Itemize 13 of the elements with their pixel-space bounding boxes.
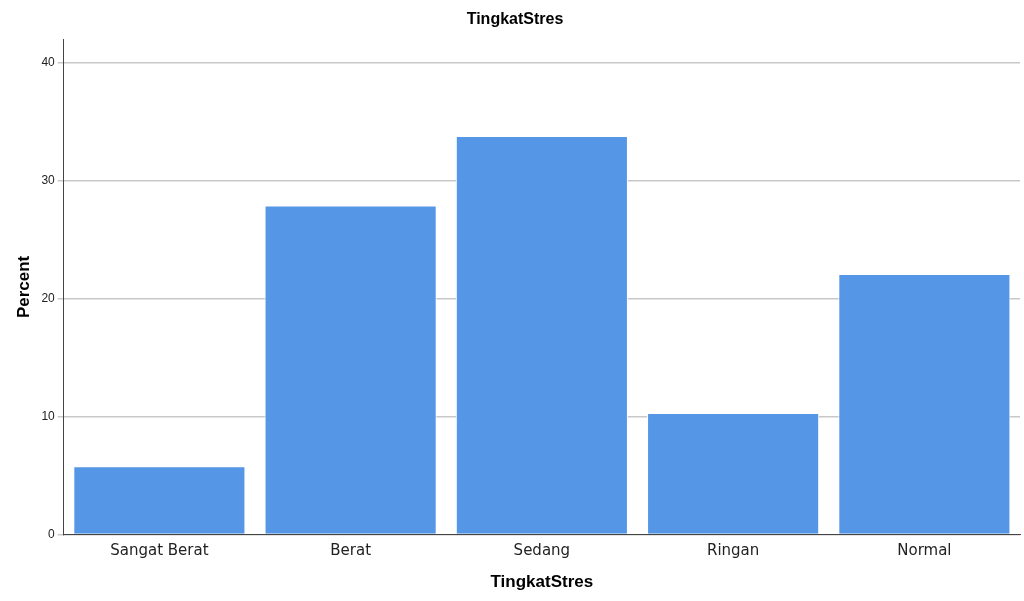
y-tick-label: 20 xyxy=(41,291,56,306)
x-tick-label: Normal xyxy=(897,541,952,560)
y-axis-title: Percent xyxy=(13,255,33,319)
y-tick-label: 40 xyxy=(41,55,56,70)
x-tick-label: Berat xyxy=(330,541,372,560)
x-axis-title: TingkatStres xyxy=(490,572,594,592)
x-tick-label: Sedang xyxy=(513,541,571,560)
x-tick-label: Sangat Berat xyxy=(110,541,209,560)
y-tick-label: 10 xyxy=(41,408,56,423)
x-tick-label: Ringan xyxy=(706,541,760,560)
chart-title: TingkatStres xyxy=(466,10,564,28)
y-tick-label: 0 xyxy=(48,526,56,541)
y-tick-label: 30 xyxy=(41,173,56,188)
